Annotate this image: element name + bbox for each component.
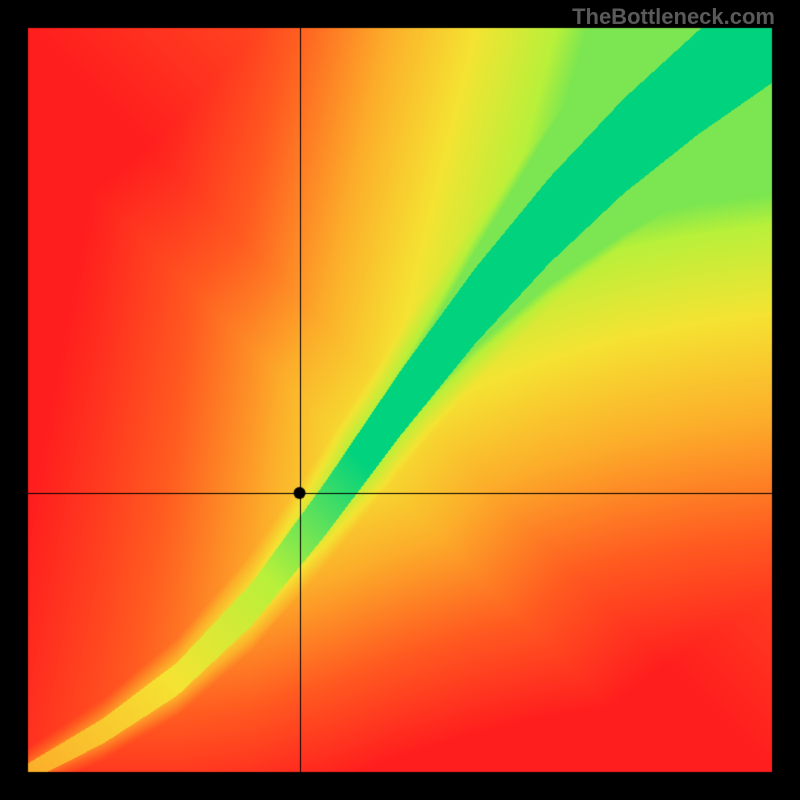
heatmap-canvas xyxy=(0,0,800,800)
watermark-text: TheBottleneck.com xyxy=(572,4,775,30)
chart-container: TheBottleneck.com xyxy=(0,0,800,800)
